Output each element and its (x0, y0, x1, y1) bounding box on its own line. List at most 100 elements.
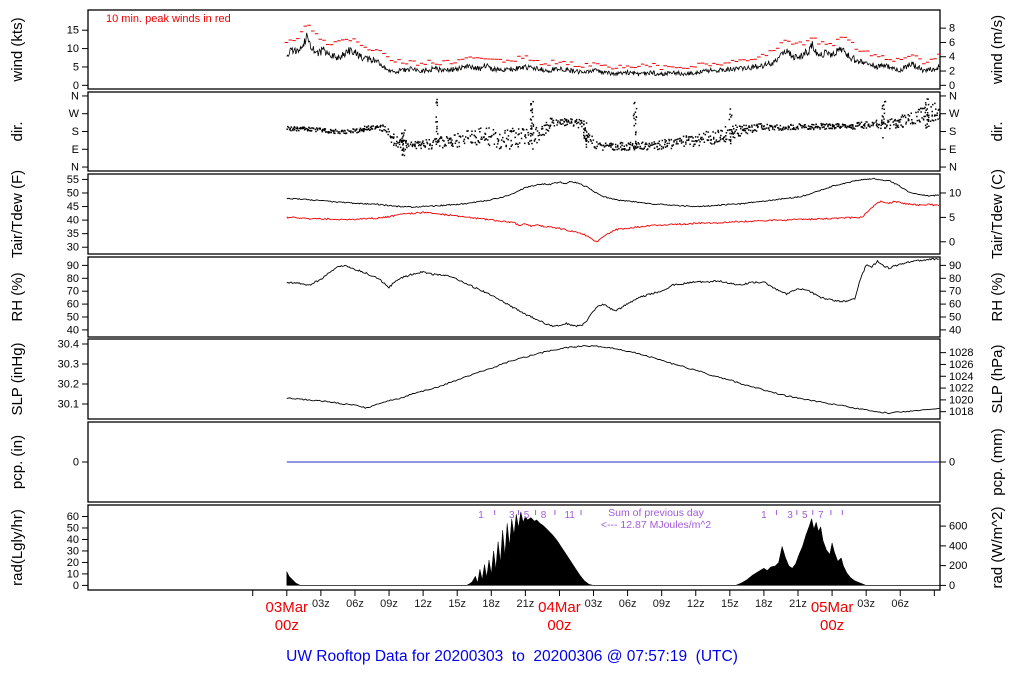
relative-humidity-line (286, 257, 939, 328)
dir-axis-label-left: dir. (9, 121, 26, 141)
wind-ytick-label-right: 8 (949, 23, 955, 35)
rad-ytick-label-left: 10 (67, 568, 79, 580)
rh-ytick-label-right: 70 (949, 286, 961, 298)
rh-ytick-label-left: 70 (67, 286, 79, 298)
wind-ytick-label-right: 0 (949, 80, 955, 92)
chart-title: UW Rooftop Data for 20200303 to 20200306… (286, 648, 738, 665)
x-tick-label-date: 05Mar (811, 599, 854, 616)
wind-axis-label-left: wind (kts) (9, 17, 26, 82)
slp-ytick-label-right: 1024 (949, 371, 973, 383)
x-tick-label-hour: 18z (755, 598, 773, 610)
temp-plot-box (87, 173, 941, 255)
rad-annotation: 3 (509, 510, 515, 521)
rad-ytick-label-left: 0 (73, 580, 79, 592)
temp-ytick-label-left: 40 (67, 215, 79, 227)
rad-ytick-label-left: 40 (67, 534, 79, 546)
slp-ytick-label-right: 1028 (949, 347, 973, 359)
slp-ytick-label-left: 30.2 (58, 379, 79, 391)
slp-ytick-label-right: 1020 (949, 394, 973, 406)
rh-ytick-label-right: 60 (949, 299, 961, 311)
rad-annotation: 11 (564, 510, 575, 521)
slp-ytick-label-right: 1018 (949, 406, 973, 418)
x-tick-label-date: 03Mar (266, 599, 309, 616)
slp-ytick-label-right: 1026 (949, 359, 973, 371)
dir-ytick-label-left: E (72, 144, 79, 156)
rh-ytick-label-left: 40 (67, 324, 79, 336)
dir-axis-label-right: dir. (989, 121, 1006, 141)
rh-ytick-label-right: 80 (949, 273, 961, 285)
sea-level-pressure-line (286, 345, 940, 415)
rad-annotation: 1 (761, 510, 767, 521)
x-tick-label-hour: 21z (789, 598, 807, 610)
dir-ytick-label-right: W (949, 108, 960, 120)
rad-annotation: <--- 12.87 MJoules/m^2 (601, 519, 711, 531)
rad-annotation: 7 (818, 510, 824, 521)
x-tick-label-hour: 03z (585, 598, 603, 610)
tdew-f-line (286, 200, 940, 243)
tair-f-line (286, 177, 940, 208)
dir-ytick-label-right: E (949, 144, 956, 156)
x-tick-label-hour: 18z (482, 598, 500, 610)
temp-ytick-label-right: 5 (949, 212, 955, 224)
slp-axis-label-left: SLP (inHg) (9, 342, 26, 415)
rh-ytick-label-left: 50 (67, 312, 79, 324)
rad-plot-box (87, 504, 941, 591)
rad-annotation: 5 (802, 510, 808, 521)
temp-ytick-label-left: 35 (67, 228, 79, 240)
temp-ytick-label-right: 0 (949, 236, 955, 248)
rad-ytick-label-left: 60 (67, 511, 79, 523)
x-tick-label-hour: 21z (516, 598, 534, 610)
slp-plot-box (87, 338, 941, 420)
x-tick-label-hour: 06z (619, 598, 637, 610)
rad-ytick-label-right: 0 (949, 580, 955, 592)
solar-radiation-area (286, 511, 940, 586)
temp-ytick-label-left: 55 (67, 174, 79, 186)
temp-axis-label-left: Tair/Tdew (F) (9, 170, 26, 258)
rad-ytick-label-left: 30 (67, 545, 79, 557)
rad-annotation: 8 (541, 510, 547, 521)
temp-ytick-label-right: 10 (949, 187, 961, 199)
pcp-ytick-label-left: 0 (73, 457, 79, 469)
x-tick-label-hour: 06z (346, 598, 364, 610)
temp-axis-label-right: Tair/Tdew (C) (989, 169, 1006, 259)
x-tick-label-hour: 03z (857, 598, 875, 610)
wind-ytick-label-left: 10 (67, 43, 79, 55)
rad-annotation: 1 (478, 510, 484, 521)
wind-ytick-label-right: 4 (949, 51, 955, 63)
wind-ytick-label-left: 0 (73, 80, 79, 92)
rad-ytick-label-right: 200 (949, 560, 967, 572)
slp-ytick-label-right: 1022 (949, 383, 973, 395)
wind-axis-label-right: wind (m/s) (989, 15, 1006, 85)
dir-ytick-label-left: N (71, 90, 79, 102)
dir-ytick-label-right: N (949, 90, 957, 102)
rad-ytick-label-right: 600 (949, 521, 967, 533)
wind-ytick-label-right: 2 (949, 66, 955, 78)
rh-plot-box (87, 256, 941, 338)
x-tick-label-date-hour: 00z (275, 617, 299, 634)
rh-ytick-label-right: 50 (949, 312, 961, 324)
rad-ytick-label-right: 400 (949, 540, 967, 552)
panel-wind: 0 5 10 15 0 2 4 6 8 wind (kts) wind (m/s) 10 min. p… (9, 9, 1006, 92)
slp-ytick-label-left: 30.1 (58, 399, 79, 411)
x-tick-label-hour: 12z (687, 598, 705, 610)
rad-axis-label-right: rad (W/m^2) (989, 506, 1006, 588)
x-tick-label-hour: 09z (380, 598, 398, 610)
x-tick-label-date-hour: 00z (547, 617, 571, 634)
rh-ytick-label-left: 90 (67, 260, 79, 272)
wind-direction-points (286, 98, 941, 157)
rad-ytick-label-left: 50 (67, 522, 79, 534)
wind-speed-kts-line (286, 32, 940, 77)
x-tick-label-hour: 09z (653, 598, 671, 610)
x-tick-label-date: 04Mar (538, 599, 581, 616)
rad-annotation: 3 (787, 510, 793, 521)
pcp-ytick-label-right: 0 (949, 457, 955, 469)
slp-ytick-label-left: 30.4 (58, 339, 79, 351)
rad-ytick-label-left: 20 (67, 557, 79, 569)
pcp-axis-label-right: pcp. (mm) (989, 428, 1006, 496)
wind-plot-box (87, 9, 941, 90)
